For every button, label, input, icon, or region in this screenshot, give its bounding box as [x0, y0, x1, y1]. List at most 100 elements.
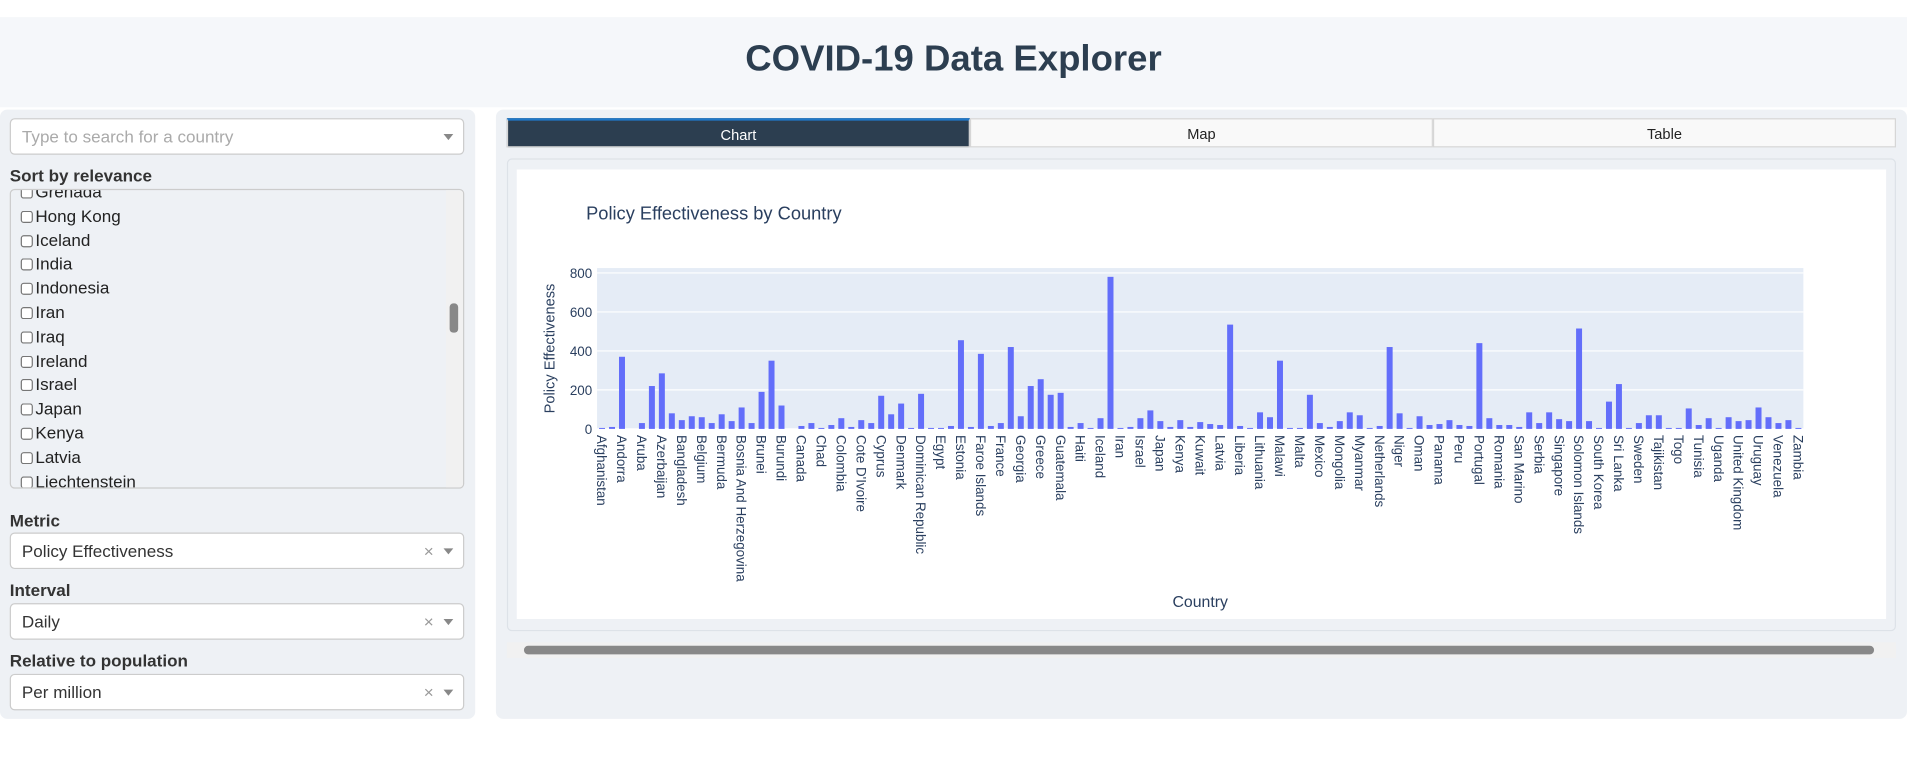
bar [1675, 427, 1682, 429]
checkbox[interactable] [20, 379, 33, 392]
interval-dropdown[interactable]: Daily × [9, 603, 465, 640]
checkbox[interactable] [20, 307, 33, 320]
bar [908, 427, 915, 429]
checkbox[interactable] [20, 234, 33, 247]
country-option[interactable]: Ireland [20, 348, 88, 372]
bar [1037, 379, 1044, 429]
bar [1197, 422, 1204, 429]
bar [918, 393, 925, 429]
population-dropdown[interactable]: Per million × [9, 673, 465, 711]
checkbox[interactable] [20, 331, 33, 344]
bar [957, 340, 964, 429]
checkbox[interactable] [20, 451, 33, 465]
x-tick-label: South Korea [1591, 435, 1606, 510]
bar [1057, 392, 1064, 429]
country-option[interactable]: India [20, 251, 73, 275]
bar [738, 407, 745, 429]
country-name: Israel [35, 374, 78, 395]
bar [1326, 426, 1333, 429]
country-option[interactable]: Liechtenstein [20, 469, 136, 489]
y-tick-label: 0 [585, 422, 592, 437]
country-option[interactable]: Japan [20, 396, 82, 420]
bar [1247, 427, 1254, 429]
country-name: Indonesia [35, 278, 110, 298]
y-tick-label: 800 [570, 266, 592, 281]
search-box[interactable]: Type to search for a country [9, 118, 465, 155]
y-tick-label: 200 [570, 383, 592, 398]
bar [1516, 426, 1523, 429]
h-scrollbar[interactable] [506, 642, 1896, 658]
scroll-thumb[interactable] [449, 303, 459, 333]
x-tick-label: Venezuela [1771, 435, 1786, 498]
x-tick-label: Myanmar [1352, 435, 1367, 491]
bar [1286, 427, 1293, 429]
bar [938, 427, 945, 429]
country-option[interactable]: Grenada [20, 190, 102, 203]
bar [658, 373, 665, 429]
bar [967, 426, 974, 429]
h-scroll-thumb[interactable] [523, 645, 1875, 655]
country-option[interactable]: Iran [20, 300, 65, 324]
country-option[interactable]: Iraq [20, 324, 65, 348]
bar [1596, 427, 1602, 429]
bar [609, 426, 616, 429]
checkbox[interactable] [20, 475, 33, 488]
country-option[interactable]: Indonesia [20, 276, 110, 300]
metric-dropdown[interactable]: Policy Effectiveness × [9, 532, 465, 570]
checkbox[interactable] [20, 282, 33, 296]
country-option[interactable]: Iceland [20, 227, 90, 251]
x-tick-label: Faroe Islands [973, 435, 988, 516]
country-option[interactable]: Hong Kong [20, 203, 121, 227]
x-tick-label: Niger [1392, 435, 1407, 468]
x-tick-label: Zambia [1791, 435, 1806, 480]
checkbox[interactable] [20, 190, 33, 199]
checkbox[interactable] [20, 210, 33, 223]
bar [1306, 394, 1313, 429]
bar [718, 414, 725, 429]
country-name: India [35, 253, 73, 274]
country-option[interactable]: Latvia [20, 445, 81, 469]
tab[interactable]: Map [969, 118, 1433, 148]
tab[interactable]: Chart [506, 118, 970, 148]
tab[interactable]: Table [1432, 118, 1896, 148]
population-label: Relative to population [9, 650, 188, 671]
x-tick-label: Aruba [634, 435, 649, 471]
x-axis-label: Country [1173, 594, 1229, 611]
country-option[interactable]: Israel [20, 372, 78, 396]
x-tick-label: Canada [794, 435, 809, 482]
country-option[interactable]: Kenya [20, 420, 84, 444]
bar [698, 417, 705, 429]
y-axis-label: Policy Effectiveness [542, 284, 558, 414]
checkbox[interactable] [20, 427, 33, 440]
bar [1137, 418, 1144, 429]
bar [1745, 420, 1752, 429]
x-tick-label: Lithuania [1252, 435, 1267, 490]
x-tick-label: San Marino [1511, 435, 1526, 503]
bar [1127, 426, 1134, 429]
checkbox[interactable] [20, 403, 33, 416]
bar [1027, 386, 1034, 429]
bar [1496, 425, 1503, 429]
x-tick-label: Brunei [754, 435, 769, 474]
x-tick-label: Oman [1412, 435, 1427, 471]
country-name: Iran [35, 302, 65, 322]
checkbox[interactable] [20, 258, 33, 271]
bar [1576, 328, 1583, 429]
x-tick-label: Mexico [1312, 435, 1327, 477]
country-name: Liechtenstein [35, 471, 136, 489]
bar [1446, 420, 1453, 429]
interval-label: Interval [9, 580, 71, 600]
x-tick-label: Iceland [1093, 435, 1108, 478]
bar [1207, 424, 1214, 429]
bar [808, 423, 815, 429]
checkbox[interactable] [20, 355, 33, 368]
bar [828, 425, 835, 429]
country-name: Iraq [35, 326, 65, 346]
scrollbar[interactable] [445, 190, 464, 488]
bar [1147, 410, 1154, 429]
x-tick-label: Togo [1671, 435, 1686, 464]
bar [688, 416, 695, 429]
country-list: Liechtenstein Latvia Kenya Japan Israel Irela… [9, 188, 465, 489]
bar [768, 360, 775, 429]
